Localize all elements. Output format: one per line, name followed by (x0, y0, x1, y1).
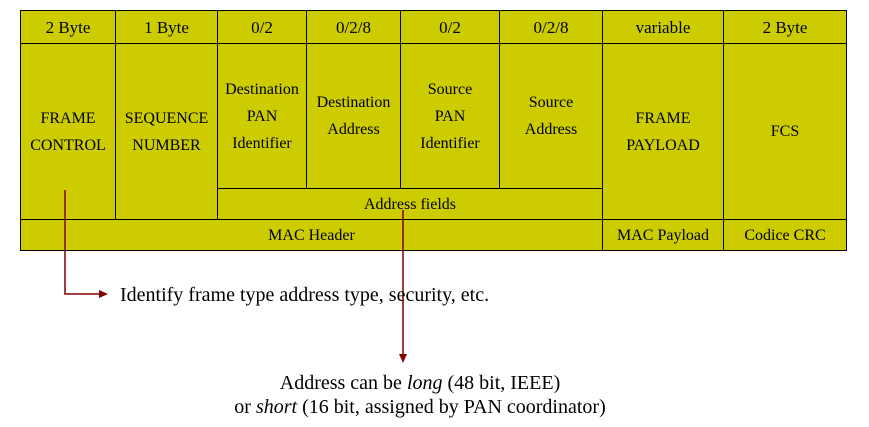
field-src-pan-id: Source PAN Identifier (400, 43, 500, 189)
address-note-line2-prefix: or (234, 396, 256, 418)
address-note: Address can be long (48 bit, IEEE) or sh… (150, 371, 690, 419)
group-codice-crc: Codice CRC (723, 219, 847, 251)
size-frame-payload: variable (602, 10, 724, 44)
address-arrowhead (399, 354, 407, 363)
size-dest-pan-id: 0/2 (217, 10, 307, 44)
address-note-line2-suffix: (16 bit, assigned by PAN coordinator) (297, 396, 606, 418)
group-mac-header: MAC Header (20, 219, 603, 251)
size-src-address: 0/2/8 (499, 10, 603, 44)
address-note-short: short (255, 396, 298, 418)
size-src-pan-id: 0/2 (400, 10, 500, 44)
field-dest-address: Destination Address (306, 43, 401, 189)
frame-control-note: Identify frame type address type, securi… (120, 284, 490, 306)
field-sequence-number: SEQUENCE NUMBER (115, 43, 218, 220)
address-note-line1: Address can be long (48 bit, IEEE) (150, 371, 690, 395)
address-note-prefix: Address can be (279, 372, 407, 394)
field-frame-control: FRAME CONTROL (20, 43, 116, 220)
field-dest-pan-id: Destination PAN Identifier (217, 43, 307, 189)
frame-control-arrow (64, 190, 100, 295)
field-src-address: Source Address (499, 43, 603, 189)
field-frame-payload: FRAME PAYLOAD (602, 43, 724, 220)
group-mac-payload: MAC Payload (602, 219, 724, 251)
field-fcs: FCS (723, 43, 847, 220)
size-frame-control: 2 Byte (20, 10, 116, 44)
frame-control-arrowhead (99, 290, 108, 298)
address-note-long: long (406, 372, 443, 394)
address-note-line1-suffix: (48 bit, IEEE) (442, 372, 561, 394)
group-address-fields: Address fields (217, 188, 603, 220)
address-note-line2: or short (16 bit, assigned by PAN coordi… (150, 395, 690, 419)
